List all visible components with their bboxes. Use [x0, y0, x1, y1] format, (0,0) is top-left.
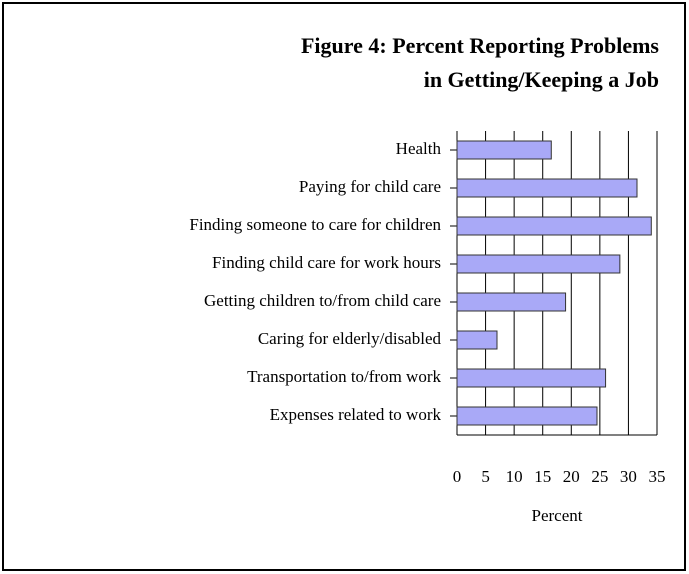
- x-tick-label: 30: [620, 467, 637, 486]
- bar: [456, 406, 598, 426]
- y-tick-label: Paying for child care: [299, 177, 441, 196]
- bar: [456, 368, 607, 388]
- x-tick-label: 35: [649, 467, 666, 486]
- bar: [456, 292, 567, 312]
- x-tick-label: 15: [534, 467, 551, 486]
- x-tick-label: 10: [506, 467, 523, 486]
- x-tick-label: 0: [453, 467, 462, 486]
- bar: [456, 216, 652, 236]
- y-tick-label: Getting children to/from child care: [204, 291, 441, 310]
- bar: [456, 140, 552, 160]
- bar: [456, 178, 638, 198]
- x-tick-label: 20: [563, 467, 580, 486]
- y-tick-label: Caring for elderly/disabled: [258, 329, 442, 348]
- y-tick-label: Finding child care for work hours: [212, 253, 441, 272]
- x-tick-label: 25: [591, 467, 608, 486]
- y-tick-label: Expenses related to work: [270, 405, 442, 424]
- chart-title: Figure 4: Percent Reporting Problems: [301, 33, 659, 58]
- x-axis-label: Percent: [532, 506, 583, 525]
- y-tick-label: Finding someone to care for children: [189, 215, 441, 234]
- y-tick-label: Transportation to/from work: [247, 367, 441, 386]
- y-tick-label: Health: [396, 139, 442, 158]
- chart-title: in Getting/Keeping a Job: [424, 67, 659, 92]
- bar: [456, 330, 498, 350]
- x-tick-label: 5: [481, 467, 490, 486]
- bar: [456, 254, 621, 274]
